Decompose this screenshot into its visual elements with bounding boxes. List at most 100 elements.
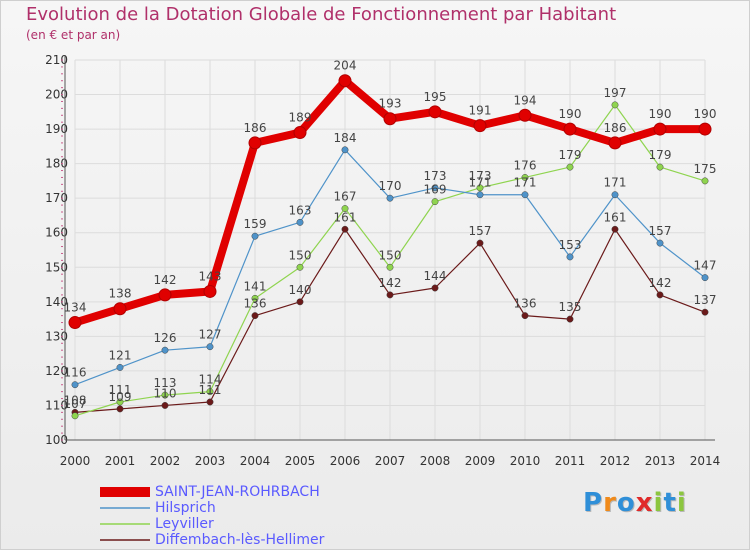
data-label: 121 (109, 348, 132, 362)
data-point-0-2013 (653, 122, 667, 136)
data-point-0-2014 (698, 122, 712, 136)
data-label: 135 (559, 300, 582, 314)
legend-item-hilsprich: Hilsprich (100, 500, 324, 516)
data-label: 186 (244, 121, 267, 135)
data-point-1-2001 (116, 364, 124, 371)
data-label: 176 (514, 158, 537, 172)
data-point-2-2014 (701, 177, 709, 185)
legend-swatch-diffembach (100, 539, 150, 541)
data-label: 144 (424, 269, 447, 283)
data-point-0-2010 (518, 108, 532, 122)
data-label: 171 (514, 176, 537, 190)
data-point-2-2013 (656, 163, 664, 171)
data-point-1-2012 (611, 191, 619, 199)
data-label: 179 (649, 148, 672, 162)
y-tick-label: 150 (45, 260, 68, 274)
data-label: 159 (244, 217, 267, 231)
x-tick-label: 2005 (285, 454, 316, 468)
y-tick-label: 160 (45, 226, 68, 240)
data-label: 134 (64, 301, 87, 315)
data-label: 111 (109, 383, 132, 397)
logo-letter: x (635, 488, 654, 518)
x-tick-label: 2000 (60, 454, 91, 468)
data-point-1-2004 (251, 232, 259, 240)
data-point-2-2006 (341, 205, 349, 212)
data-point-2-2000 (71, 412, 79, 420)
x-tick-label: 2007 (375, 454, 406, 468)
data-point-1-2009 (476, 191, 484, 199)
data-point-3-2013 (656, 291, 664, 299)
data-label: 189 (289, 111, 312, 125)
data-point-1-2007 (386, 194, 394, 202)
data-label: 173 (469, 169, 492, 183)
data-point-0-2008 (428, 105, 442, 119)
data-point-1-2003 (206, 343, 214, 351)
data-point-1-2005 (296, 218, 304, 226)
data-point-2-2004 (251, 294, 259, 302)
data-label: 190 (559, 107, 582, 121)
data-label: 190 (694, 107, 717, 121)
data-label: 150 (379, 248, 402, 262)
data-point-2-2007 (386, 263, 394, 271)
data-label: 142 (379, 276, 402, 290)
data-label: 195 (424, 90, 447, 104)
legend-item-leyviller: Leyviller (100, 516, 324, 532)
y-tick-label: 200 (45, 88, 68, 102)
data-point-1-2010 (521, 191, 529, 199)
data-label: 197 (604, 86, 627, 100)
data-point-3-2010 (521, 312, 529, 320)
logo-letter: i (676, 488, 687, 518)
data-label: 175 (694, 162, 717, 176)
data-point-0-2004 (248, 136, 262, 150)
data-label: 109 (109, 390, 132, 404)
data-label: 142 (649, 276, 672, 290)
y-tick-label: 120 (45, 364, 68, 378)
data-point-1-2014 (701, 274, 709, 282)
data-point-0-2001 (113, 302, 127, 316)
data-point-1-2006 (341, 146, 349, 154)
data-point-3-2003 (206, 398, 214, 406)
legend-label-leyviller: Leyviller (155, 516, 214, 532)
data-label: 173 (424, 169, 447, 183)
data-label: 114 (199, 373, 222, 387)
y-tick-label: 130 (45, 329, 68, 343)
x-tick-label: 2002 (150, 454, 181, 468)
data-point-1-2011 (566, 253, 574, 261)
data-point-3-2014 (701, 308, 709, 316)
data-point-1-2000 (71, 381, 79, 389)
logo-letter: o (616, 488, 636, 518)
data-point-3-2002 (161, 402, 169, 409)
legend-item-saint-jean-rohrbach: SAINT-JEAN-ROHRBACH (100, 484, 324, 500)
data-label: 161 (604, 210, 627, 224)
data-label: 136 (514, 297, 537, 311)
data-point-3-2005 (296, 298, 304, 306)
x-tick-label: 2008 (420, 454, 451, 468)
data-label: 153 (559, 238, 582, 252)
y-tick-label: 170 (45, 191, 68, 205)
data-label: 171 (469, 176, 492, 190)
data-point-3-2004 (251, 312, 259, 320)
y-tick-label: 180 (45, 157, 68, 171)
data-point-0-2012 (608, 136, 622, 150)
x-tick-label: 2001 (105, 454, 136, 468)
legend-item-diffembach: Diffembach-lès-Hellimer (100, 532, 324, 548)
data-point-3-2001 (116, 405, 124, 413)
x-tick-label: 2014 (690, 454, 721, 468)
data-label: 142 (154, 273, 177, 287)
data-label: 157 (649, 224, 672, 238)
data-point-3-2007 (386, 291, 394, 299)
data-point-2-2012 (611, 101, 619, 109)
data-label: 186 (604, 121, 627, 135)
data-point-0-2002 (158, 288, 172, 302)
y-tick-label: 100 (45, 433, 68, 447)
data-label: 167 (334, 190, 357, 204)
data-point-1-2008 (431, 184, 439, 192)
x-tick-label: 2010 (510, 454, 541, 468)
data-label: 137 (694, 293, 717, 307)
data-point-2-2009 (476, 184, 484, 192)
x-tick-label: 2003 (195, 454, 226, 468)
data-point-0-2000 (68, 316, 82, 330)
data-point-1-2002 (161, 346, 169, 354)
